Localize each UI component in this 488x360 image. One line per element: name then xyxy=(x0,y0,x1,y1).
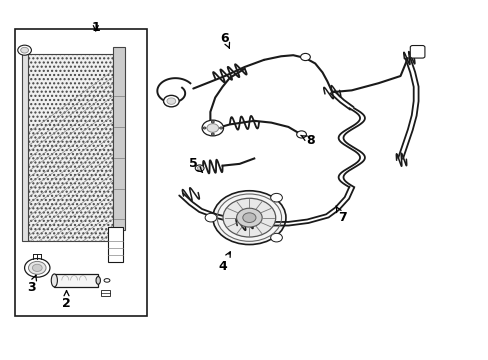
Text: 5: 5 xyxy=(188,157,202,172)
Text: 4: 4 xyxy=(218,252,230,273)
Circle shape xyxy=(28,261,46,274)
Bar xyxy=(27,54,113,241)
Text: 8: 8 xyxy=(300,134,314,147)
Circle shape xyxy=(204,213,216,222)
Circle shape xyxy=(18,45,31,55)
Circle shape xyxy=(223,198,275,237)
Circle shape xyxy=(202,120,223,136)
Text: 3: 3 xyxy=(27,275,37,294)
Circle shape xyxy=(296,131,306,138)
Text: 7: 7 xyxy=(335,206,346,224)
Ellipse shape xyxy=(104,279,110,282)
Circle shape xyxy=(195,165,203,171)
Text: 1: 1 xyxy=(91,21,100,34)
Circle shape xyxy=(212,191,285,244)
Bar xyxy=(108,226,122,262)
Circle shape xyxy=(211,121,214,123)
Ellipse shape xyxy=(96,276,100,284)
Circle shape xyxy=(166,98,175,104)
Circle shape xyxy=(219,127,222,129)
Bar xyxy=(21,54,27,241)
Circle shape xyxy=(243,213,255,222)
Text: 6: 6 xyxy=(220,32,229,48)
Circle shape xyxy=(163,95,179,107)
Text: 2: 2 xyxy=(62,291,71,310)
Bar xyxy=(15,30,147,316)
Circle shape xyxy=(203,127,205,129)
Circle shape xyxy=(300,53,310,60)
Ellipse shape xyxy=(51,274,57,287)
Circle shape xyxy=(32,264,42,271)
Circle shape xyxy=(236,208,262,227)
Bar xyxy=(54,274,98,287)
Bar xyxy=(113,47,125,230)
Circle shape xyxy=(197,166,202,170)
Circle shape xyxy=(24,258,50,277)
Circle shape xyxy=(206,124,218,132)
Circle shape xyxy=(20,47,28,53)
Circle shape xyxy=(270,233,282,242)
Bar xyxy=(101,290,110,296)
Circle shape xyxy=(270,193,282,202)
FancyBboxPatch shape xyxy=(409,45,424,58)
Circle shape xyxy=(211,133,214,135)
